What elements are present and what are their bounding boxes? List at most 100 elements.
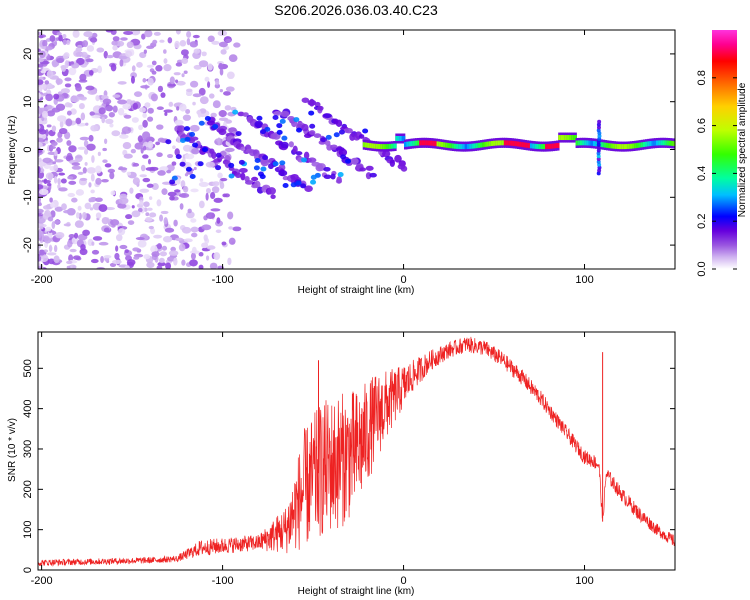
noise-blob	[189, 41, 199, 48]
band-core	[367, 142, 371, 148]
striation-peak	[169, 179, 176, 185]
striation-peak	[232, 109, 239, 115]
band-core	[625, 144, 630, 150]
striation-blob	[400, 165, 408, 172]
spectrogram-y-label: Frequency (Hz)	[7, 116, 18, 185]
noise-blob	[139, 188, 150, 193]
band-core	[475, 143, 480, 149]
noise-blob	[159, 166, 169, 172]
noise-blob	[173, 72, 181, 76]
striation-peak	[228, 173, 235, 179]
noise-blob	[137, 135, 143, 143]
noise-blob	[107, 168, 116, 174]
noise-blob	[46, 70, 54, 79]
noise-blob	[88, 182, 92, 188]
band-core	[629, 143, 634, 149]
noise-blob	[209, 262, 218, 269]
noise-blob	[45, 180, 51, 184]
noise-blob	[180, 180, 186, 188]
band-core	[527, 143, 532, 149]
noise-blob	[151, 60, 157, 66]
striation-peak	[345, 158, 352, 164]
band-core	[608, 143, 612, 149]
noise-blob	[62, 53, 69, 60]
band-core	[671, 140, 675, 146]
noise-blob	[223, 91, 231, 96]
noise-blob	[117, 167, 128, 171]
noise-blob	[47, 216, 54, 222]
noise-blob	[192, 93, 202, 98]
band-core	[401, 136, 406, 142]
noise-blob	[77, 171, 84, 175]
noise-blob	[125, 50, 133, 58]
noise-blob	[119, 59, 124, 67]
band-core	[427, 140, 432, 146]
band-core	[369, 143, 373, 149]
band-core	[551, 143, 556, 149]
noise-blob	[103, 227, 110, 233]
noise-blob	[190, 218, 197, 223]
band-core	[590, 140, 595, 146]
noise-blob	[181, 226, 192, 234]
noise-blob	[53, 164, 59, 172]
noise-blob	[71, 165, 82, 170]
noise-blob	[42, 157, 52, 164]
band-core	[480, 142, 484, 148]
striation-peak	[281, 135, 288, 141]
noise-blob	[132, 247, 140, 252]
band-core	[542, 144, 547, 150]
noise-blob	[133, 91, 143, 97]
noise-blob	[118, 228, 126, 236]
noise-blob	[46, 104, 53, 110]
striation-blob	[280, 141, 289, 149]
y-tick-label: 0	[22, 146, 34, 152]
striation-peak	[338, 129, 345, 135]
noise-blob	[109, 171, 115, 180]
noise-blob	[112, 105, 118, 113]
band-core	[655, 140, 660, 146]
noise-blob	[79, 177, 88, 181]
noise-blob	[59, 120, 64, 128]
spike-blob	[596, 154, 601, 159]
noise-blob	[118, 197, 129, 205]
striation-blob	[211, 151, 217, 159]
noise-blob	[201, 224, 212, 231]
noise-blob	[67, 176, 74, 180]
noise-blob	[132, 102, 138, 110]
band-core	[506, 140, 510, 146]
noise-blob	[142, 145, 147, 151]
noise-blob	[145, 212, 150, 217]
striation-peak	[192, 142, 199, 148]
noise-blob	[38, 34, 44, 39]
noise-blob	[82, 229, 90, 236]
noise-blob	[109, 219, 120, 226]
snr-x-label: Height of straight line (km)	[298, 586, 415, 597]
band-core	[519, 141, 523, 147]
noise-blob	[108, 111, 115, 118]
noise-blob	[101, 95, 109, 100]
noise-blob	[179, 193, 190, 198]
noise-blob	[228, 54, 238, 63]
noise-blob	[191, 246, 197, 254]
noise-blob	[90, 258, 99, 264]
band-core	[453, 143, 458, 149]
noise-blob	[227, 211, 234, 220]
band-core	[390, 143, 395, 149]
noise-blob	[112, 259, 122, 265]
striation-blob	[307, 157, 317, 163]
noise-blob	[213, 197, 223, 203]
x-tick-label: 100	[575, 274, 593, 286]
striation-blob	[338, 148, 348, 157]
striation-blob	[206, 120, 216, 126]
band-core	[430, 140, 434, 146]
spectrogram-content	[38, 30, 675, 269]
noise-blob	[191, 232, 198, 238]
band-core	[538, 144, 543, 150]
striation-blob	[273, 110, 282, 116]
noise-blob	[39, 188, 49, 196]
noise-blob	[142, 131, 151, 140]
noise-blob	[90, 173, 95, 182]
noise-blob	[106, 105, 114, 112]
noise-blob	[224, 105, 232, 111]
noise-blob	[133, 256, 140, 260]
